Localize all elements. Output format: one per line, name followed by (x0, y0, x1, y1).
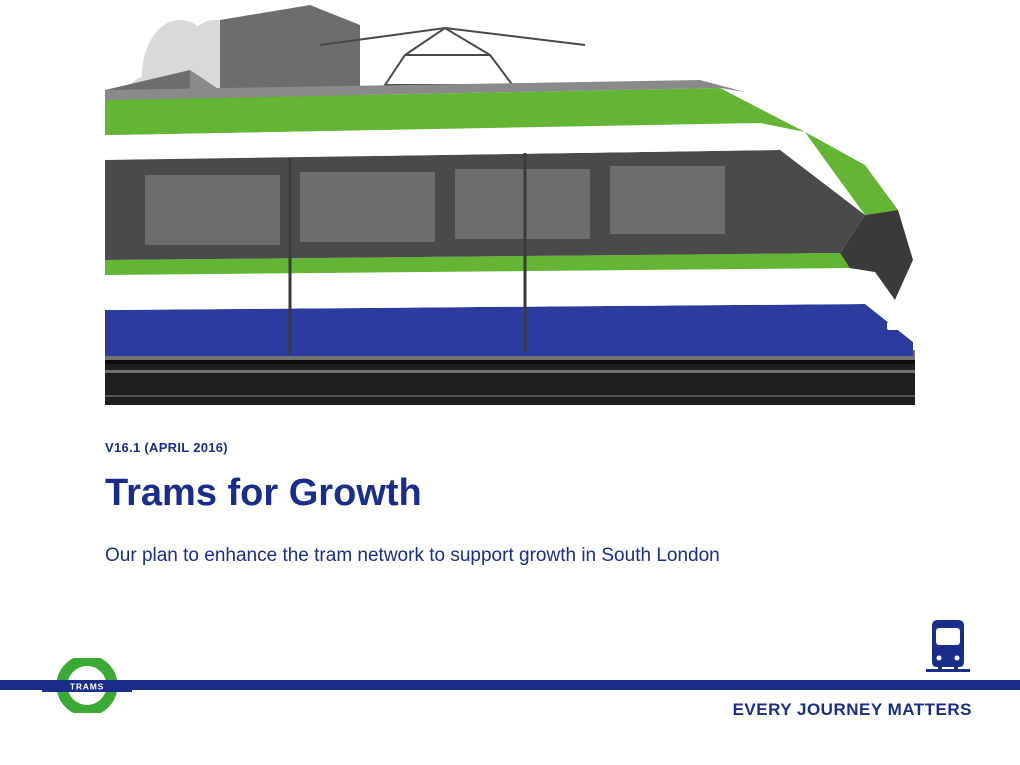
title-block: V16.1 (APRIL 2016) Trams for Growth Our … (105, 440, 915, 567)
version-label: V16.1 (APRIL 2016) (105, 440, 915, 455)
page-subtitle: Our plan to enhance the tram network to … (105, 545, 915, 567)
footer-tagline: EVERY JOURNEY MATTERS (733, 700, 972, 720)
roundel-label: TRAMS (70, 682, 104, 692)
hero-illustration (105, 0, 915, 405)
page-title: Trams for Growth (105, 473, 915, 515)
footer-bar (0, 680, 1020, 690)
trams-roundel-icon: TRAMS (42, 658, 132, 713)
tram-front-icon (924, 620, 972, 672)
tram-illustration-svg (105, 0, 915, 405)
